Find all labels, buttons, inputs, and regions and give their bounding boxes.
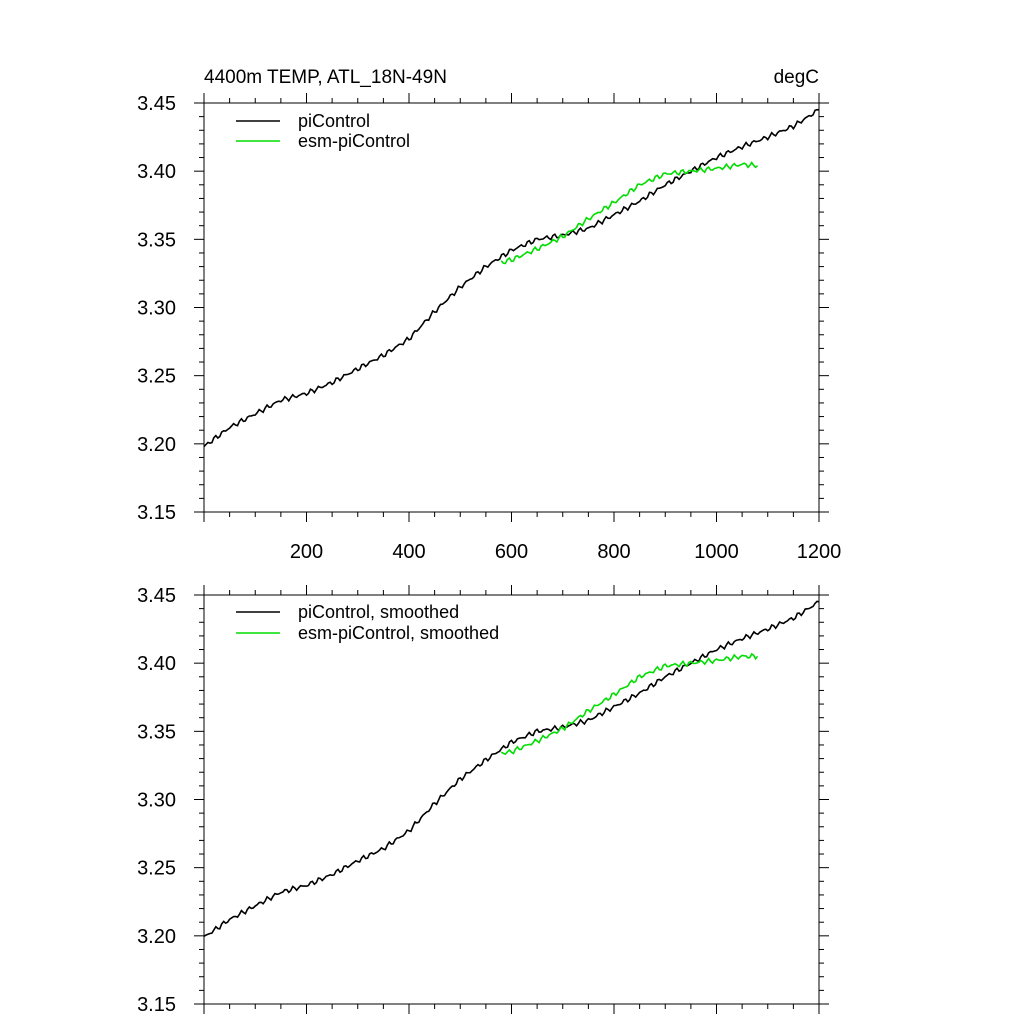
legend-label: piControl — [298, 111, 370, 131]
y-tick-label: 3.20 — [137, 434, 176, 456]
y-tick-label: 3.40 — [137, 161, 176, 183]
series-line-picontrol-smoothed — [204, 600, 820, 937]
series-line-esm-picontrol — [500, 161, 759, 265]
y-tick-label: 3.15 — [137, 994, 176, 1016]
y-tick-label: 3.30 — [137, 790, 176, 812]
chart-title: 4400m TEMP, ATL_18N-49N — [204, 67, 447, 88]
x-tick-label: 1200 — [797, 541, 842, 563]
series-line-picontrol — [204, 108, 820, 448]
series-line-esm-picontrol-smoothed — [500, 652, 759, 756]
x-tick-label: 400 — [392, 541, 425, 563]
y-tick-label: 3.25 — [137, 858, 176, 880]
y-tick-label: 3.40 — [137, 653, 176, 675]
y-tick-label: 3.35 — [137, 229, 176, 251]
y-tick-label: 3.25 — [137, 366, 176, 388]
legend-label: piControl, smoothed — [298, 602, 459, 622]
legend-label: esm-piControl — [298, 131, 410, 151]
y-tick-label: 3.35 — [137, 721, 176, 743]
top-panel: 3.15 3.20 3.25 3.30 3.35 3.40 3.45 200 400 600 800… — [137, 93, 841, 563]
y-tick-label: 3.45 — [137, 93, 176, 115]
bottom-panel: 3.15 3.20 3.25 3.30 3.35 3.40 3.45 piControl, s… — [137, 585, 829, 1016]
x-tick-label: 600 — [495, 541, 528, 563]
chart-units: degC — [774, 67, 819, 88]
legend-label: esm-piControl, smoothed — [298, 623, 499, 643]
x-tick-label: 800 — [597, 541, 630, 563]
y-tick-label: 3.15 — [137, 502, 176, 524]
x-tick-label: 200 — [290, 541, 323, 563]
y-tick-label: 3.20 — [137, 926, 176, 948]
y-tick-label: 3.45 — [137, 585, 176, 607]
x-tick-label: 1000 — [694, 541, 739, 563]
y-tick-label: 3.30 — [137, 298, 176, 320]
